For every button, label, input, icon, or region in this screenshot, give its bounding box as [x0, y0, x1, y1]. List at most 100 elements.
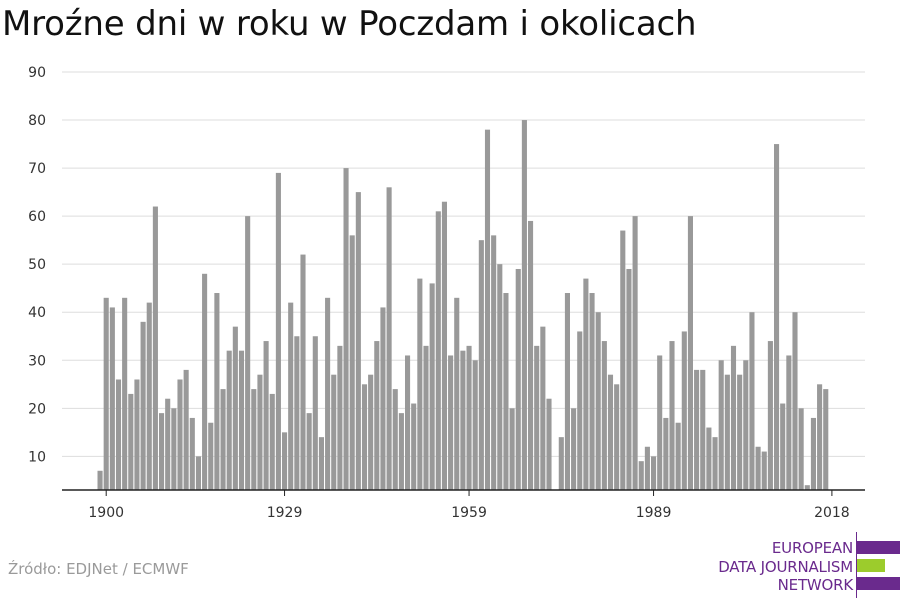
bar: [202, 273, 208, 490]
y-tick-label: 50: [28, 257, 46, 273]
x-axis-ticks: 1900 1929 1959 1989 2018: [88, 490, 850, 521]
y-tick-label: 60: [28, 209, 46, 225]
y-tick-label: 10: [28, 449, 46, 465]
bar: [392, 389, 398, 490]
bar: [134, 379, 140, 490]
bar: [226, 350, 232, 490]
bar: [681, 331, 687, 490]
logo-bar-top: [857, 541, 900, 554]
bar: [312, 336, 318, 490]
bar: [743, 360, 749, 490]
bar: [146, 302, 152, 490]
bar: [515, 268, 521, 490]
chart-title: Mroźne dni w roku w Poczdam i okolicach: [2, 4, 697, 44]
y-tick-label: 20: [28, 401, 46, 417]
bar: [804, 485, 810, 490]
bar: [786, 355, 792, 490]
bar: [472, 360, 478, 490]
bar: [306, 413, 312, 490]
bar: [214, 293, 220, 490]
bar: [589, 293, 595, 490]
bar: [675, 422, 681, 490]
bar: [177, 379, 183, 490]
bar: [478, 240, 484, 490]
bar: [724, 374, 730, 490]
bar: [792, 312, 798, 490]
bar: [632, 216, 638, 490]
bar: [780, 403, 786, 490]
bar: [282, 432, 288, 490]
bar: [386, 187, 392, 490]
bar: [411, 403, 417, 490]
bar: [607, 374, 614, 490]
bar: [269, 393, 275, 490]
bar: [183, 369, 189, 490]
bar: [460, 350, 466, 490]
bar: [730, 345, 737, 490]
bar: [503, 293, 509, 490]
y-tick-label: 70: [28, 161, 46, 177]
bar: [540, 326, 546, 490]
bar: [220, 389, 226, 490]
bar: [115, 379, 122, 490]
bar: [687, 216, 693, 490]
bar: [294, 336, 300, 490]
bar: [651, 456, 657, 490]
bar: [245, 216, 251, 490]
bar: [466, 345, 472, 490]
logo-divider: [856, 532, 857, 598]
bar: [140, 321, 146, 490]
x-tick-label: 1900: [88, 505, 124, 521]
bar: [823, 389, 829, 490]
bar: [663, 417, 669, 490]
bar: [749, 312, 755, 490]
bar: [798, 408, 804, 490]
bar: [263, 341, 269, 490]
source-note: Źródło: EDJNet / ECMWF: [8, 560, 189, 578]
bar: [165, 398, 171, 490]
bar: [441, 201, 447, 490]
y-tick-label: 30: [28, 353, 46, 369]
bar: [491, 235, 497, 490]
bar: [712, 437, 718, 490]
bar: [583, 278, 589, 490]
bar: [718, 360, 724, 490]
bar: [454, 297, 460, 490]
bar: [435, 211, 441, 490]
y-tick-label: 90: [28, 65, 46, 81]
logo-line-2: DATA JOURNALISM: [718, 558, 853, 576]
bar: [171, 408, 177, 490]
bar: [355, 192, 361, 491]
bar: [343, 168, 349, 490]
x-tick-label: 1989: [636, 505, 672, 521]
bar: [564, 293, 570, 490]
bar: [521, 120, 527, 491]
bar: [195, 456, 201, 490]
y-tick-label: 80: [28, 113, 46, 129]
logo-bar-bottom: [857, 577, 900, 590]
bar: [251, 389, 257, 490]
bar: [528, 220, 534, 490]
bar: [534, 345, 540, 490]
bar: [103, 297, 109, 490]
bar: [337, 345, 343, 490]
bar: [152, 206, 158, 490]
bar: [300, 254, 306, 490]
bar: [448, 355, 454, 490]
bar: [558, 437, 564, 490]
bar: [638, 461, 644, 490]
bar: [429, 283, 435, 490]
bar: [122, 297, 128, 490]
y-tick-label: 40: [28, 305, 46, 321]
bar: [208, 422, 214, 490]
bar: [405, 355, 411, 490]
edjnet-logo: EUROPEAN DATA JOURNALISM NETWORK: [700, 532, 900, 600]
logo-bar-middle: [857, 559, 885, 572]
bar: [595, 312, 601, 490]
bar: [571, 408, 577, 490]
bar: [109, 307, 115, 490]
bar: [331, 374, 337, 490]
bar: [644, 446, 650, 490]
bar: [620, 230, 626, 491]
